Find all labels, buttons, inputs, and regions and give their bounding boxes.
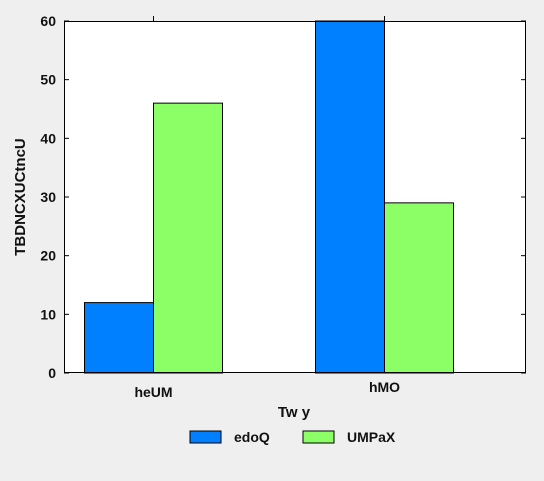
- legend-label: edoQ: [234, 429, 270, 445]
- legend-item-edoQ: edoQ: [189, 429, 270, 445]
- legend-label: UMPaX: [347, 429, 396, 445]
- y-tick-label: 10: [40, 306, 56, 322]
- y-tick-label: 60: [40, 13, 56, 29]
- x-tick-label: heUM: [134, 384, 172, 400]
- bar-UMPaX-heUM: [153, 102, 223, 374]
- y-tick-label: 20: [40, 248, 56, 264]
- x-axis-label: Tw y: [278, 404, 311, 421]
- legend-swatch: [189, 430, 222, 444]
- bars-group: [84, 20, 454, 374]
- x-axis: heUM hMO: [134, 16, 400, 400]
- y-axis-label: TBDNCXUCtncU: [12, 138, 29, 256]
- x-tick-label: hMO: [369, 379, 400, 395]
- y-axis: 0 10 20 30 40 50 60: [40, 13, 526, 381]
- y-tick-label: 0: [48, 365, 56, 381]
- y-tick-label: 40: [40, 130, 56, 146]
- legend-item-UMPaX: UMPaX: [302, 429, 396, 445]
- y-tick-label: 50: [40, 72, 56, 88]
- bar-edoQ-heUM: [84, 302, 154, 374]
- bar-edoQ-hMO: [315, 20, 385, 374]
- legend-swatch: [302, 430, 335, 444]
- legend: edoQ UMPaX: [189, 429, 396, 445]
- bar-UMPaX-hMO: [384, 202, 454, 374]
- y-tick-label: 30: [40, 189, 56, 205]
